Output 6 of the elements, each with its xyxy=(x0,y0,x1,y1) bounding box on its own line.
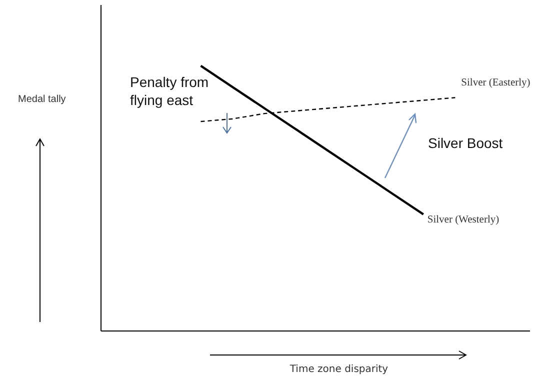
annotation: Silver Boost xyxy=(428,135,504,151)
series-label: Silver (Westerly) xyxy=(427,214,500,226)
text: Medal tally xyxy=(18,94,66,105)
x-axis-title: Time zone disparity xyxy=(288,364,390,375)
annotation: Penalty from flying east xyxy=(130,73,210,109)
series-label: Silver (Easterly) xyxy=(461,78,531,89)
